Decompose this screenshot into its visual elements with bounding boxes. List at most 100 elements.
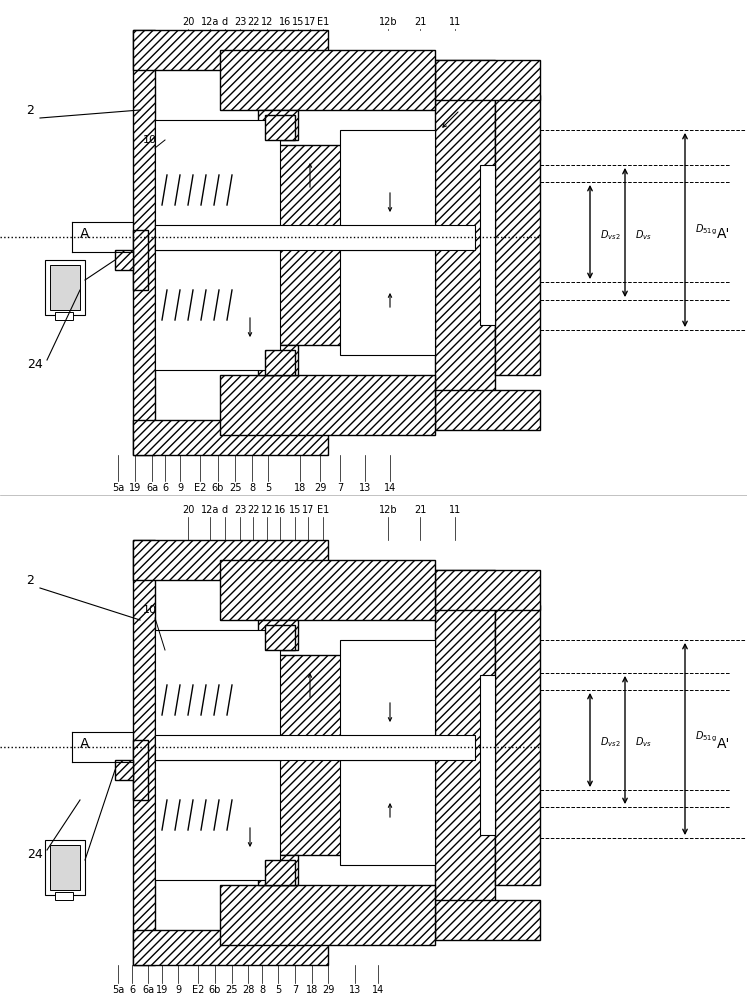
Bar [258, 110, 298, 140]
Text: 17: 17 [302, 505, 314, 515]
Text: $D_{vs}$: $D_{vs}$ [635, 735, 652, 749]
Text: 6: 6 [162, 483, 168, 493]
Text: $D_{vs2}$: $D_{vs2}$ [600, 228, 621, 242]
Text: 12a: 12a [201, 17, 219, 27]
Text: 7: 7 [292, 985, 298, 995]
Bar [45, 840, 85, 895]
Text: 17: 17 [304, 17, 316, 27]
Bar [133, 540, 328, 580]
Bar [155, 240, 280, 370]
Bar [133, 930, 328, 965]
Text: 24: 24 [27, 359, 43, 371]
Text: $D_{51\mathregular{g}}$: $D_{51\mathregular{g}}$ [695, 730, 717, 744]
Bar [133, 230, 148, 290]
Text: 19: 19 [129, 483, 141, 493]
Text: 11: 11 [449, 505, 461, 515]
Bar [155, 225, 475, 250]
Bar [133, 30, 328, 70]
Text: E2: E2 [192, 985, 204, 995]
Text: 25: 25 [226, 985, 238, 995]
Bar [258, 345, 298, 375]
Bar [435, 60, 540, 100]
Bar [133, 30, 155, 455]
Text: 5: 5 [265, 483, 271, 493]
Text: 15: 15 [292, 17, 304, 27]
Bar [220, 885, 435, 945]
Bar [435, 900, 540, 940]
Bar [265, 350, 295, 375]
Text: $D_{vs2}$: $D_{vs2}$ [600, 735, 621, 749]
Text: 12: 12 [261, 505, 273, 515]
Bar [435, 570, 495, 920]
Bar [133, 420, 328, 455]
Text: 5a: 5a [112, 483, 124, 493]
Bar [435, 390, 540, 430]
Text: 5a: 5a [112, 985, 124, 995]
Bar [340, 640, 435, 760]
Text: d: d [222, 505, 228, 515]
Text: 2: 2 [26, 104, 34, 116]
Bar [480, 165, 495, 325]
Bar [340, 235, 435, 355]
Bar [265, 625, 295, 650]
Text: A: A [80, 737, 90, 751]
Bar [155, 630, 280, 760]
Text: 12b: 12b [379, 17, 397, 27]
Bar [220, 700, 278, 800]
Text: A': A' [716, 737, 730, 751]
Text: 6: 6 [129, 985, 135, 995]
Text: $D_{vs}$: $D_{vs}$ [635, 228, 652, 242]
Bar [258, 620, 298, 650]
Bar [155, 735, 475, 760]
Text: 29: 29 [314, 483, 326, 493]
Text: 6a: 6a [142, 985, 154, 995]
Text: 9: 9 [177, 483, 183, 493]
Text: 10: 10 [143, 135, 157, 145]
Text: 7: 7 [337, 483, 343, 493]
Text: 14: 14 [372, 985, 384, 995]
Text: 13: 13 [349, 985, 361, 995]
Bar [50, 265, 80, 310]
Text: d: d [222, 17, 228, 27]
Bar [115, 760, 133, 780]
Text: 22: 22 [247, 505, 259, 515]
Text: 14: 14 [384, 483, 396, 493]
Bar [340, 745, 435, 865]
Text: 11: 11 [449, 17, 461, 27]
Text: 6b: 6b [209, 985, 221, 995]
Text: 12a: 12a [201, 505, 219, 515]
Text: A': A' [716, 227, 730, 241]
Bar [220, 50, 435, 110]
Text: 23: 23 [234, 17, 247, 27]
Text: 8: 8 [249, 483, 255, 493]
Text: A: A [80, 227, 90, 241]
Text: 16: 16 [274, 505, 286, 515]
Bar [340, 130, 435, 250]
Text: 10: 10 [143, 605, 157, 615]
Bar [155, 120, 280, 250]
Text: 12: 12 [261, 17, 273, 27]
Bar [265, 115, 295, 140]
Text: E1: E1 [317, 505, 329, 515]
Bar [220, 190, 278, 290]
Text: $D_{51\mathregular{g}}$: $D_{51\mathregular{g}}$ [695, 223, 717, 237]
Bar [45, 260, 85, 315]
Bar [480, 675, 495, 835]
Bar [133, 540, 155, 965]
Text: 19: 19 [156, 985, 168, 995]
Text: 21: 21 [414, 17, 427, 27]
Text: 20: 20 [182, 505, 194, 515]
Text: 18: 18 [294, 483, 306, 493]
Text: 20: 20 [182, 17, 194, 27]
Text: 15: 15 [289, 505, 301, 515]
Text: 13: 13 [359, 483, 371, 493]
Bar [133, 740, 148, 800]
Text: 6b: 6b [212, 483, 224, 493]
Text: 16: 16 [279, 17, 291, 27]
Bar [220, 560, 435, 620]
Text: 28: 28 [242, 985, 254, 995]
Text: 8: 8 [259, 985, 265, 995]
Text: 6a: 6a [146, 483, 158, 493]
Text: E1: E1 [317, 17, 329, 27]
Text: 2: 2 [26, 574, 34, 586]
